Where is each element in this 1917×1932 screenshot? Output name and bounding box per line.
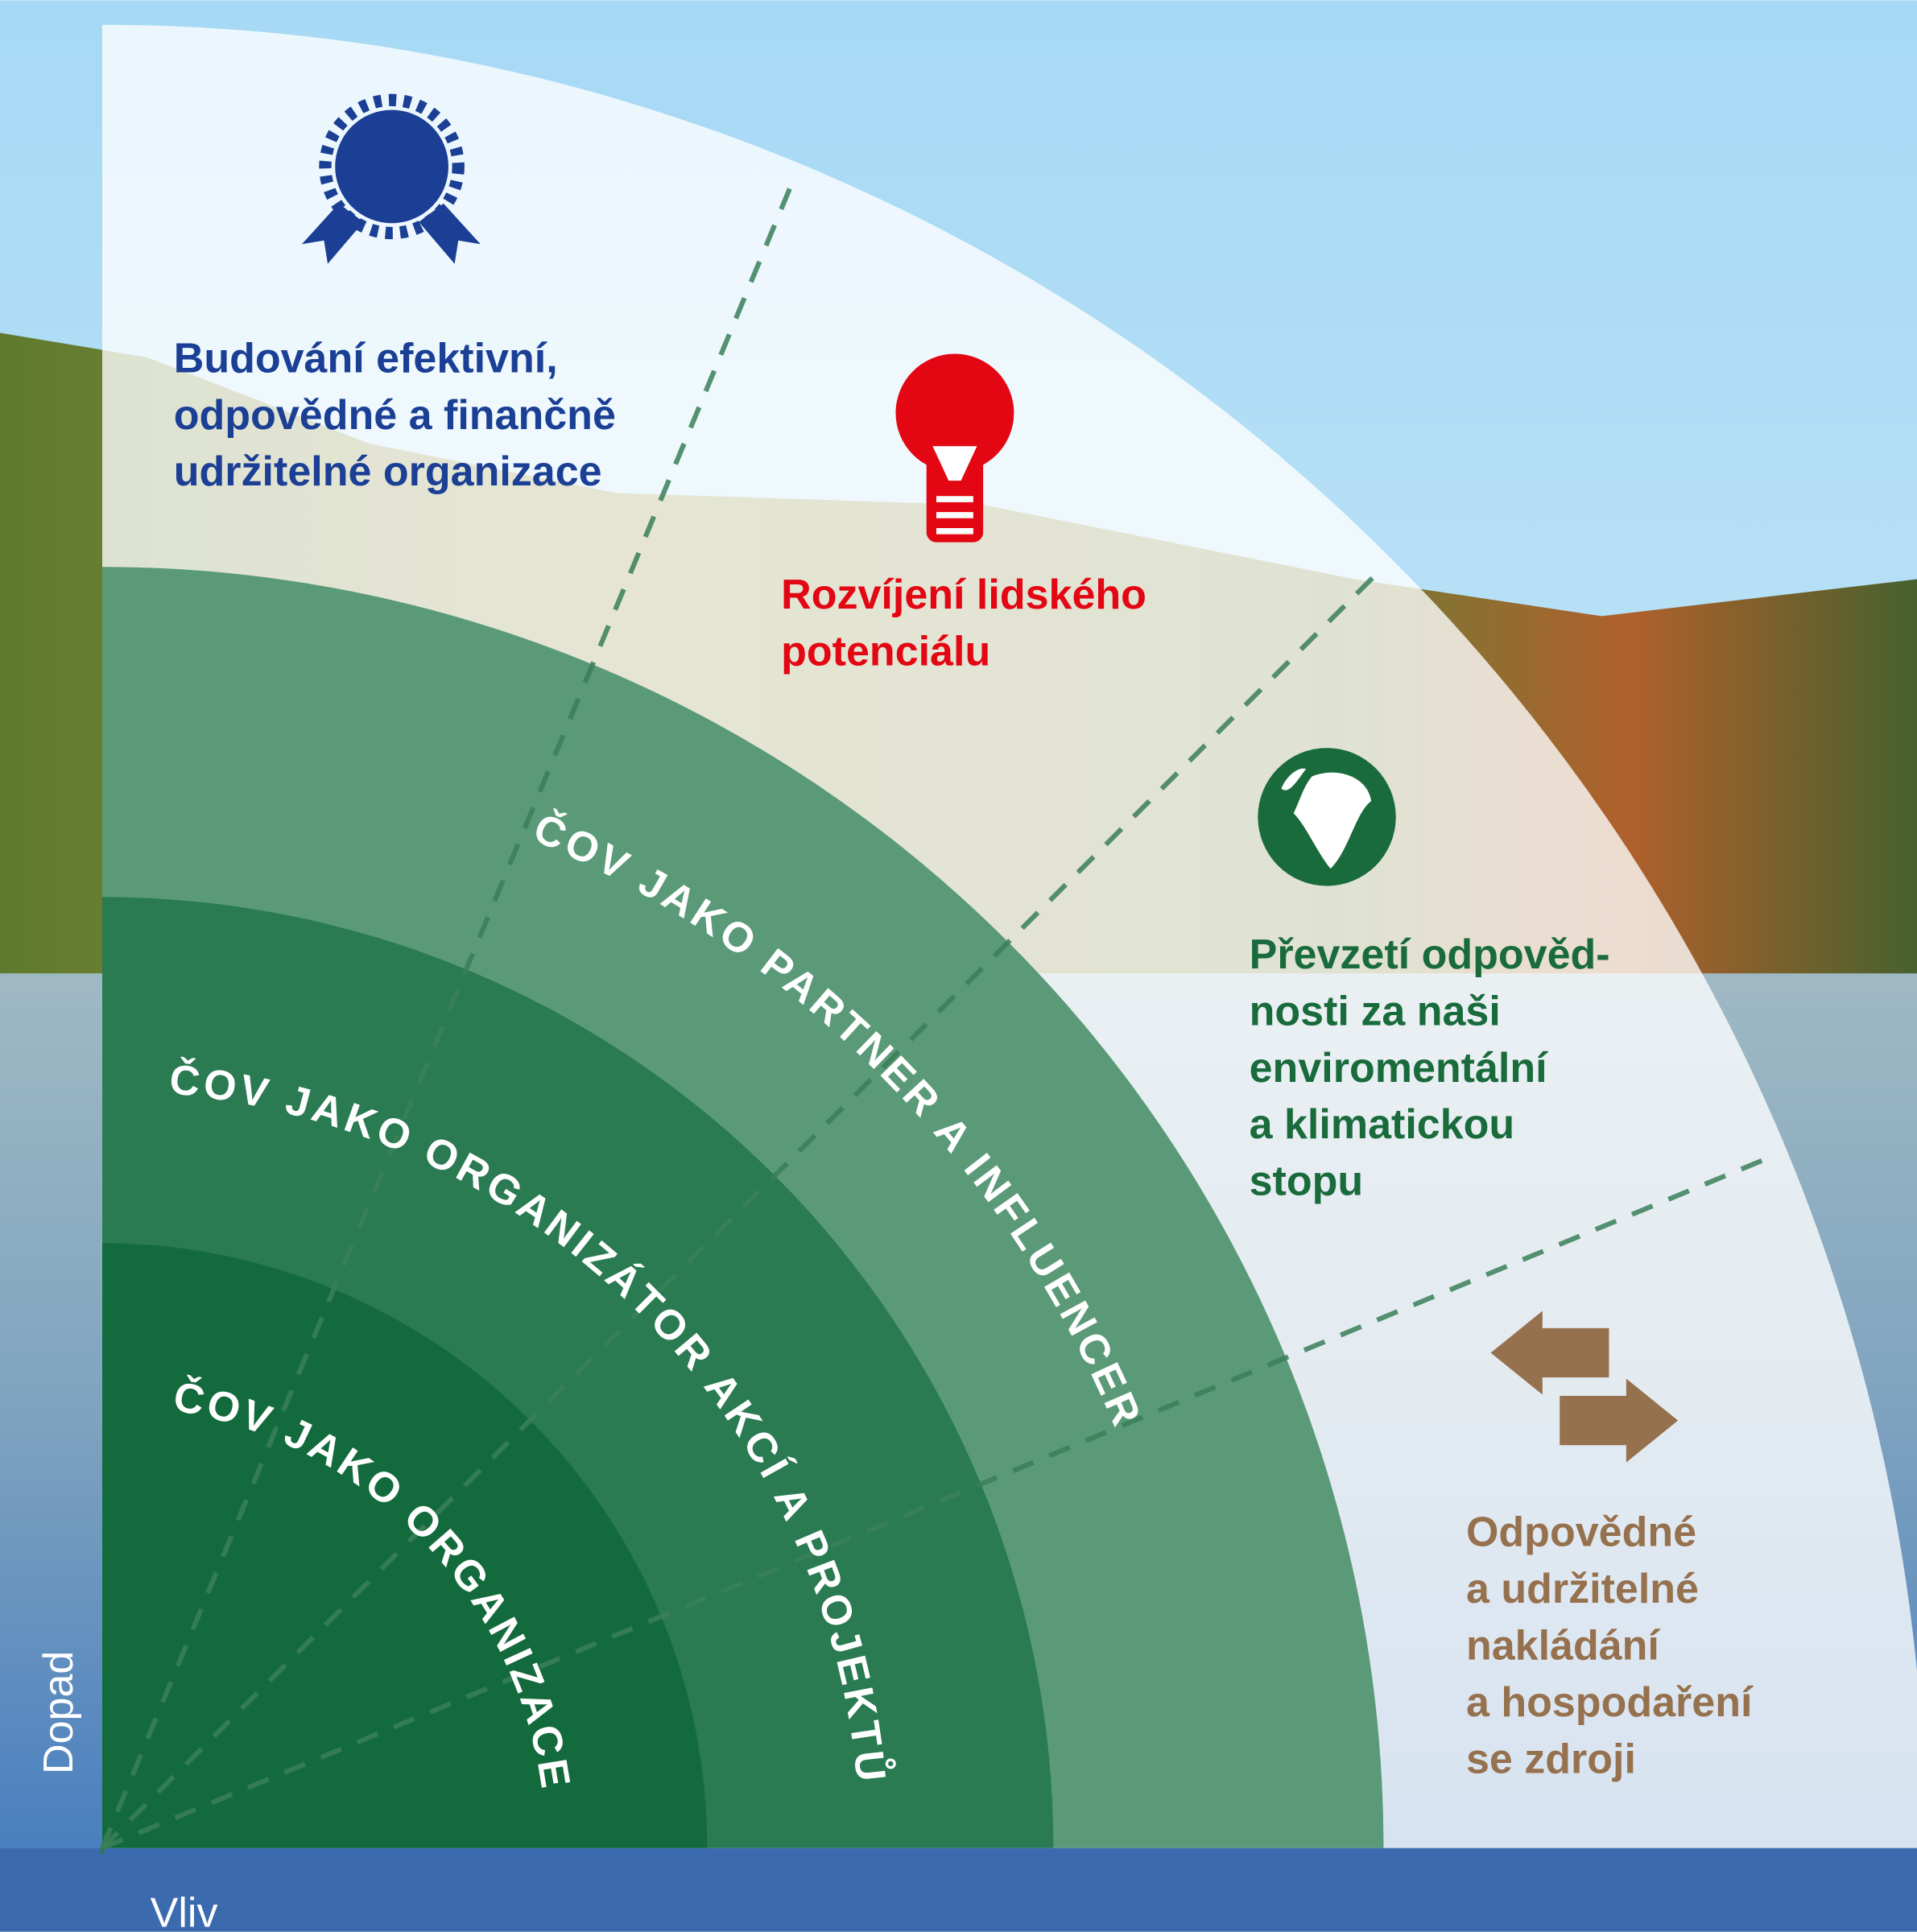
sector-text: Rozvíjení lidského (781, 572, 1146, 618)
sector-text: odpovědné a finančně (174, 392, 616, 439)
globe-icon (1258, 748, 1395, 886)
x-axis-label: Vliv (151, 1890, 218, 1932)
sector-text: udržitelné organizace (174, 448, 602, 495)
sector-text: stopu (1250, 1158, 1364, 1205)
sector-text: Odpovědné (1466, 1509, 1696, 1556)
sector-text: a udržitelné (1466, 1566, 1699, 1612)
page: ČOV JAKO PARTNER A INFLUENCERČOV JAKO OR… (0, 0, 1917, 1932)
sector-text: Převzetí odpověd- (1250, 931, 1610, 978)
sector-text: Budování efektivní, (174, 335, 558, 382)
sector-text: potenciálu (781, 629, 990, 675)
sector-text: nakládání (1466, 1623, 1660, 1670)
y-axis-label: Dopad (35, 1651, 82, 1774)
sector-text: a hospodaření (1466, 1679, 1754, 1726)
diagram: ČOV JAKO PARTNER A INFLUENCERČOV JAKO OR… (0, 0, 1917, 1932)
sector-text: a klimatickou (1250, 1101, 1515, 1148)
sector-text: enviromentální (1250, 1045, 1549, 1092)
sector-text: se zdroji (1466, 1736, 1636, 1782)
sector-text: nosti za naši (1250, 988, 1501, 1034)
